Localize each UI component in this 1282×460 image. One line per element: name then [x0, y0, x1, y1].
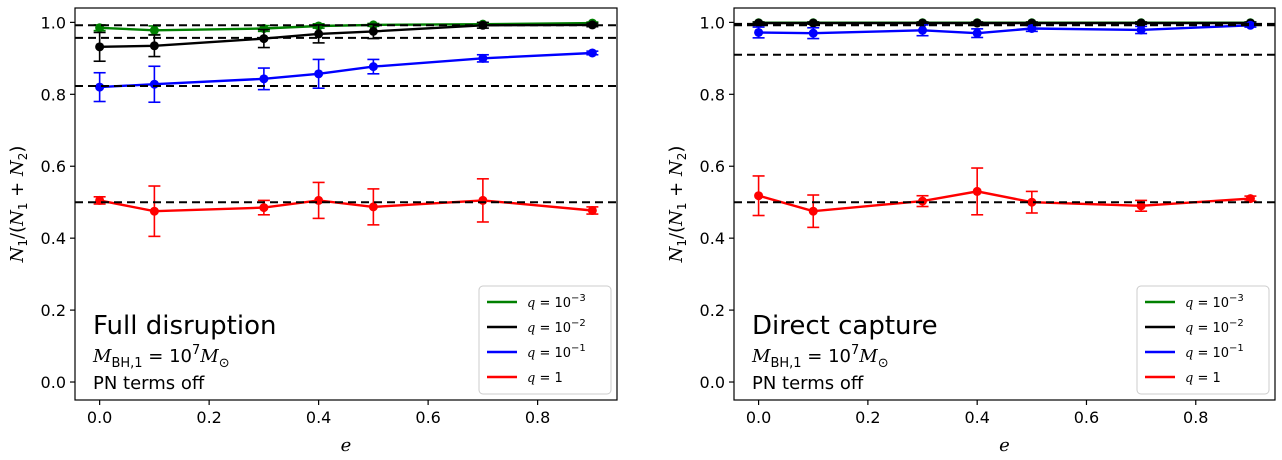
data-point — [149, 25, 159, 35]
y-tick-label: 1.0 — [700, 13, 725, 32]
series-4 — [752, 167, 1257, 229]
x-axis-label: e — [999, 435, 1010, 456]
mass-label: MBH,1 = 107M⊙ — [751, 343, 889, 371]
y-tick-label: 0.8 — [41, 85, 66, 104]
data-point — [808, 206, 818, 216]
pn-label: PN terms off — [93, 373, 205, 394]
x-tick-label: 0.8 — [1183, 408, 1208, 427]
data-point — [972, 28, 982, 38]
data-point — [149, 41, 159, 51]
data-point — [754, 191, 764, 201]
data-point — [259, 203, 269, 213]
chart-panel-1: 0.0 0.2 0.4 0.6 0.8 0.0 0.2 0.4 0.6 0.8 1.0 e N1​/(N… — [7, 7, 618, 456]
x-tick-label: 0.0 — [746, 408, 771, 427]
y-tick-label: 1.0 — [41, 13, 66, 32]
y-tick-label: 0.6 — [41, 157, 66, 176]
data-point — [918, 196, 928, 206]
legend: q = 10−3​ q = 10−2​ q = 10−1​ q = 1 — [1136, 285, 1270, 395]
series-4 — [93, 178, 599, 238]
mass-label: MBH,1 = 107M⊙ — [92, 343, 230, 371]
y-tick-label: 0.4 — [700, 229, 725, 248]
panel-title: Direct capture — [752, 311, 938, 341]
x-tick-label: 0.6 — [1074, 408, 1099, 427]
series-3 — [93, 48, 599, 104]
data-point — [314, 69, 324, 79]
legend-label: q = 10−2​ — [1185, 318, 1244, 336]
data-point — [368, 62, 378, 72]
data-point — [95, 195, 105, 205]
y-tick-label: 0.4 — [41, 229, 66, 248]
data-point — [95, 42, 105, 52]
y-tick-label: 0.0 — [41, 373, 66, 392]
data-point — [314, 29, 324, 39]
plot-frame — [74, 7, 618, 401]
plot-frame — [733, 7, 1276, 401]
x-tick-label: 0.4 — [964, 408, 989, 427]
data-point — [808, 28, 818, 38]
data-point — [972, 186, 982, 196]
y-tick-label: 0.6 — [700, 157, 725, 176]
series-line — [758, 24, 1251, 35]
x-tick-label: 0.6 — [415, 408, 440, 427]
data-point — [587, 20, 597, 30]
data-point — [478, 53, 488, 63]
legend-box — [1136, 285, 1270, 395]
data-point — [314, 195, 324, 205]
data-point — [1136, 25, 1146, 35]
chart-panel-2: 0.0 0.2 0.4 0.6 0.8 0.0 0.2 0.4 0.6 0.8 1.0 e N1​/(N… — [666, 7, 1276, 456]
data-point — [368, 202, 378, 212]
data-point — [149, 206, 159, 216]
legend-label: q = 10−1​ — [1185, 343, 1244, 361]
legend: q = 10−3​ q = 10−2​ q = 10−1​ q = 1 — [478, 285, 612, 395]
legend-box — [478, 285, 612, 395]
data-point — [368, 26, 378, 36]
data-point — [259, 74, 269, 84]
legend-label: q = 10−3​ — [527, 293, 586, 311]
y-tick-label: 0.2 — [41, 301, 66, 320]
y-tick-label: 0.8 — [700, 85, 725, 104]
data-point — [478, 195, 488, 205]
y-tick-label: 0.0 — [700, 373, 725, 392]
data-point — [918, 25, 928, 35]
data-point — [95, 82, 105, 92]
x-axis-label: e — [341, 435, 352, 456]
y-axis-label: N1​/(N1​ + N2​) — [666, 146, 689, 264]
x-tick-label: 0.2 — [196, 408, 221, 427]
data-point — [1027, 197, 1037, 207]
x-tick-label: 0.4 — [306, 408, 331, 427]
series-3 — [752, 20, 1257, 40]
data-point — [587, 48, 597, 58]
legend-label: q = 10−3​ — [1185, 293, 1244, 311]
series-line — [99, 23, 593, 48]
legend-label: q = 1 — [1185, 371, 1221, 386]
pn-label: PN terms off — [752, 373, 864, 394]
x-tick-label: 0.8 — [525, 408, 550, 427]
y-axis-label: N1​/(N1​ + N2​) — [7, 146, 30, 264]
data-point — [1245, 194, 1255, 204]
legend-label: q = 10−2​ — [527, 318, 586, 336]
x-tick-label: 0.0 — [87, 408, 112, 427]
data-point — [1136, 201, 1146, 211]
legend-label: q = 1 — [527, 371, 563, 386]
data-point — [754, 27, 764, 37]
data-point — [149, 79, 159, 89]
panel-title: Full disruption — [93, 311, 276, 341]
data-point — [587, 205, 597, 215]
x-tick-label: 0.2 — [855, 408, 880, 427]
legend-label: q = 10−1​ — [527, 343, 586, 361]
y-tick-label: 0.2 — [700, 301, 725, 320]
series-line — [99, 51, 593, 89]
